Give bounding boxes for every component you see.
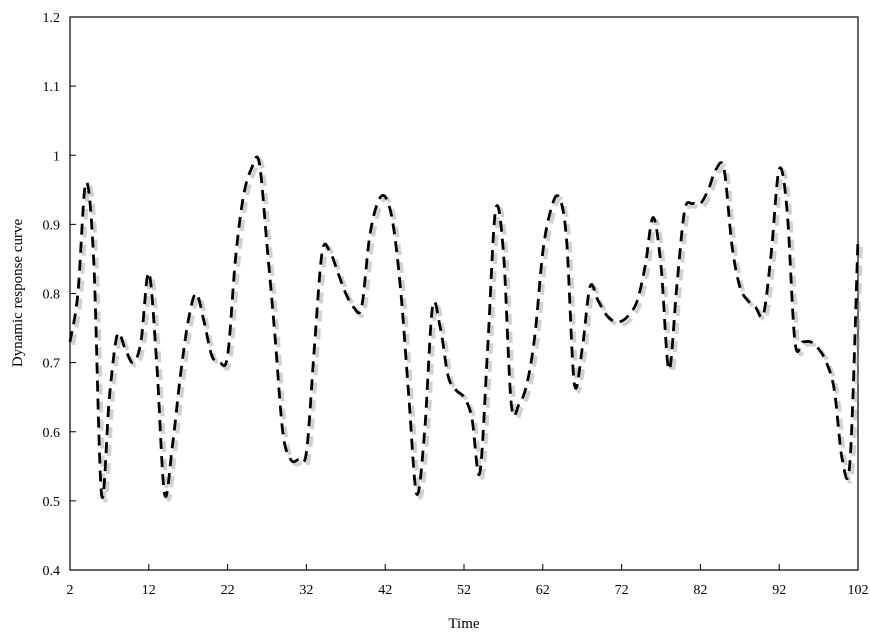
x-axis: 2 12 22 32 42 52 62 72 82 92 102: [67, 564, 869, 598]
y-tick-label: 1.1: [43, 80, 61, 95]
y-tick-label: 1: [53, 149, 60, 164]
series-line-shadow: [71, 158, 863, 503]
x-tick-label: 62: [536, 583, 550, 598]
y-axis-title: Dynamic response curve: [10, 219, 26, 368]
x-tick-label: 22: [221, 583, 235, 598]
y-tick-label: 0.7: [43, 357, 61, 372]
x-tick-label: 52: [457, 583, 471, 598]
x-tick-label: 42: [378, 583, 392, 598]
x-axis-title: Time: [448, 616, 479, 632]
x-tick-label: 102: [848, 583, 869, 598]
y-tick-label: 1.2: [43, 11, 61, 26]
series-layer: [68, 155, 863, 503]
x-tick-label: 92: [772, 583, 786, 598]
series-line: [68, 155, 860, 499]
y-axis: 0.4 0.5 0.6 0.7 0.8 0.9 1 1.1 1.2: [43, 11, 76, 579]
y-tick-label: 0.5: [43, 495, 61, 510]
y-tick-label: 0.4: [43, 564, 61, 579]
x-tick-label: 12: [142, 583, 156, 598]
y-tick-label: 0.6: [43, 426, 61, 441]
x-tick-label: 32: [299, 583, 313, 598]
x-tick-label: 72: [615, 583, 629, 598]
y-tick-label: 0.8: [43, 288, 61, 303]
plot-area: [69, 16, 859, 571]
x-tick-label: 2: [67, 583, 74, 598]
x-tick-label: 82: [693, 583, 707, 598]
y-tick-label: 0.9: [43, 218, 61, 233]
